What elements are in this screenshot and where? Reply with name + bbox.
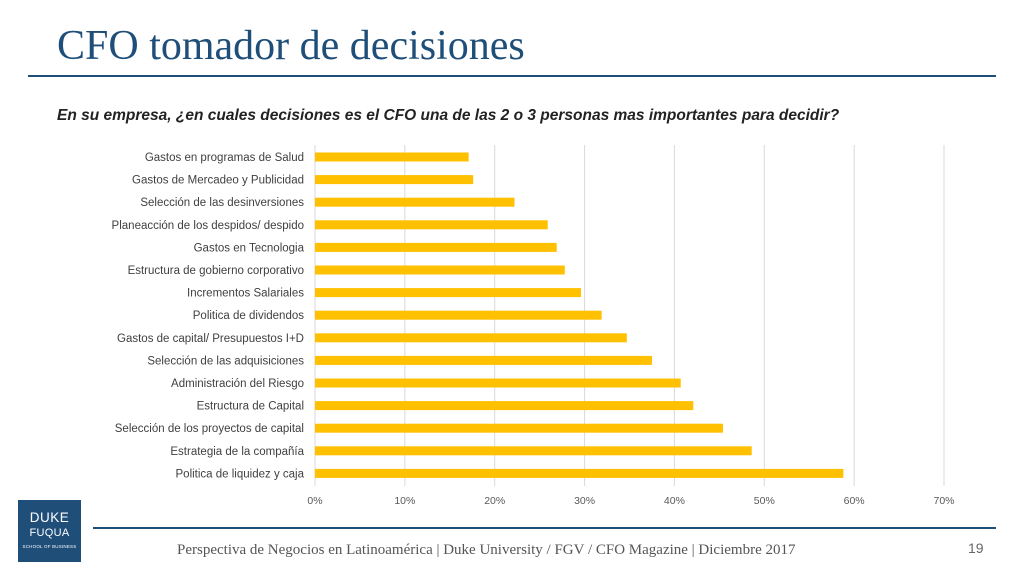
category-label: Estructura de Capital	[197, 401, 304, 413]
logo-line-duke: DUKE	[29, 510, 70, 525]
x-tick-label: 40%	[664, 495, 685, 507]
slide-title: CFO tomador de decisiones	[57, 23, 525, 69]
bar	[315, 220, 548, 230]
category-label: Gastos de capital/ Presupuestos I+D	[117, 333, 304, 345]
category-label: Gastos en programas de Salud	[145, 152, 304, 164]
category-label: Politica de liquidez y caja	[176, 468, 305, 480]
category-label: Politica de dividendos	[193, 310, 304, 322]
category-label: Planeacción de los despidos/ despido	[112, 220, 304, 232]
bar	[315, 446, 752, 456]
category-label: Administración del Riesgo	[171, 378, 304, 390]
footer-text: Perspectiva de Negocios en Latinoamérica…	[177, 542, 796, 558]
x-tick-label: 20%	[484, 495, 505, 507]
bar	[315, 175, 474, 185]
logo-line-school: SCHOOL OF BUSINESS	[22, 544, 77, 549]
category-label: Selección de las adquisiciones	[147, 355, 304, 367]
bar	[315, 423, 723, 433]
chart-question: En su empresa, ¿en cuales decisiones es …	[57, 107, 840, 124]
x-tick-label: 60%	[844, 495, 865, 507]
footer-divider	[93, 527, 996, 529]
duke-fuqua-logo: DUKE FUQUA SCHOOL OF BUSINESS	[18, 500, 81, 562]
category-label: Selección de los proyectos de capital	[115, 423, 304, 435]
x-tick-label: 50%	[754, 495, 775, 507]
bar	[315, 355, 652, 365]
bar	[315, 242, 557, 252]
bar	[315, 265, 565, 275]
x-tick-label: 30%	[574, 495, 595, 507]
x-tick-label: 10%	[394, 495, 415, 507]
category-label: Estructura de gobierno corporativo	[128, 265, 304, 277]
bar	[315, 401, 694, 411]
bar	[315, 152, 469, 162]
category-label: Selección de las desinversiones	[140, 197, 304, 209]
category-label: Incrementos Salariales	[187, 288, 304, 300]
page-number: 19	[968, 540, 984, 556]
x-tick-label: 70%	[933, 495, 954, 507]
x-tick-label: 0%	[307, 495, 322, 507]
bar	[315, 468, 844, 478]
bar	[315, 197, 515, 207]
logo-line-fuqua: FUQUA	[29, 527, 70, 539]
category-label: Gastos en Tecnologia	[194, 242, 305, 254]
category-label: Estrategia de la compañía	[170, 446, 304, 458]
bar	[315, 288, 581, 298]
bar	[315, 378, 681, 388]
title-divider	[28, 75, 996, 77]
category-label: Gastos de Mercadeo y Publicidad	[132, 175, 304, 187]
bar	[315, 310, 602, 320]
bar	[315, 333, 627, 343]
